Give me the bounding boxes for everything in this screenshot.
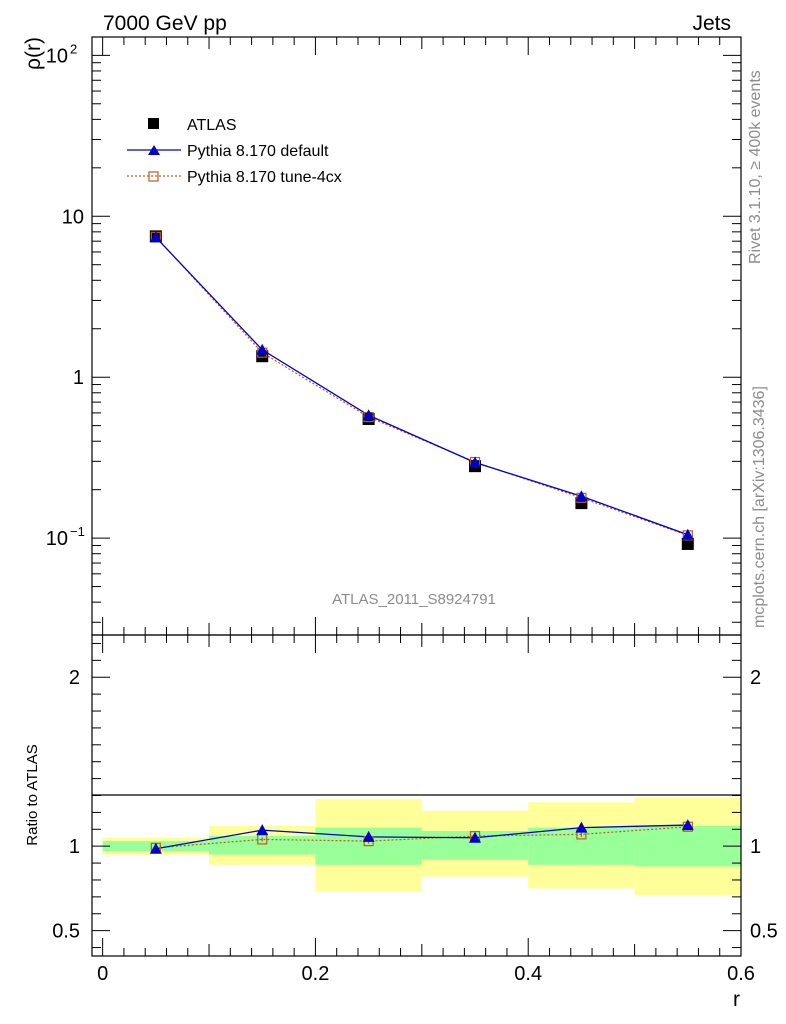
x-tick-label: 0.4 — [514, 963, 542, 985]
main-series — [149, 230, 694, 550]
default-point — [256, 343, 269, 355]
main-y-tick-exponent: 2 — [70, 41, 77, 56]
side-rivet: Rivet 3.1.10, ≥ 400k events — [747, 70, 764, 264]
ratio-series — [149, 819, 694, 854]
atlas-point — [681, 537, 694, 550]
default-point — [362, 409, 375, 421]
side-mcplots: mcplots.cern.ch [arXiv:1306.3436] — [751, 386, 768, 628]
ratio-tune-line — [155, 826, 688, 849]
ratio-default-point — [256, 824, 269, 836]
ratio-default-point — [575, 821, 588, 833]
ratio-default-point — [149, 842, 162, 854]
ratio-y-tick-labels: 2 2 1 1 0.5 0.5 — [52, 667, 778, 942]
main-axis-ticks — [92, 37, 742, 635]
legend-atlas-marker — [148, 118, 159, 129]
x-tick-label: 0.2 — [302, 963, 330, 985]
ratio-default-point — [362, 830, 375, 842]
ratio-inner-band — [209, 836, 316, 855]
header-left: 7000 GeV pp — [103, 12, 227, 35]
ratio-default-line — [155, 824, 688, 850]
default-point — [469, 456, 482, 468]
legend: ATLAS Pythia 8.170 default Pythia 8.170 … — [127, 117, 342, 186]
ratio-default-point — [681, 819, 694, 831]
ratio-y-tick-label-left: 1 — [69, 836, 80, 858]
legend-tune-label: Pythia 8.170 tune-4cx — [187, 169, 342, 186]
x-tick-label: 0 — [97, 963, 108, 985]
ratio-bands — [102, 797, 741, 896]
default-point — [575, 490, 588, 502]
ratio-x-tick-labels: 0 0.2 0.4 0.6 — [97, 963, 755, 985]
x-tick-label: 0.6 — [727, 963, 755, 985]
default-line — [155, 236, 689, 536]
ratio-y-tick-label-left: 2 — [69, 667, 80, 689]
ratio-axis-ticks — [92, 635, 742, 956]
tune-line — [155, 236, 689, 536]
ratio-y-axis-title: Ratio to ATLAS — [24, 744, 41, 845]
main-y-tick-exponent: −1 — [70, 524, 85, 539]
legend-atlas-label: ATLAS — [187, 117, 237, 134]
ratio-y-tick-label-right: 0.5 — [750, 921, 778, 943]
ratio-default-point — [469, 831, 482, 843]
watermark: ATLAS_2011_S8924791 — [332, 591, 496, 608]
default-point — [149, 231, 162, 243]
legend-default-marker — [148, 145, 160, 155]
main-y-axis-title: ρ(r) — [22, 37, 45, 70]
main-y-tick-label: 10 — [62, 206, 84, 228]
main-y-tick-label: 10 — [46, 45, 68, 67]
x-axis-title: r — [733, 988, 740, 1011]
ratio-y-tick-label-left: 0.5 — [52, 921, 80, 943]
legend-default-label: Pythia 8.170 default — [187, 143, 329, 160]
default-point — [681, 528, 694, 540]
main-y-tick-label: 10 — [46, 528, 68, 550]
ratio-y-tick-label-right: 1 — [750, 836, 761, 858]
legend-tune-marker — [148, 171, 159, 182]
ratio-panel: 2 2 1 1 0.5 0.5 0 0.2 0.4 0.6 Ratio to ATLAS r — [24, 634, 778, 1011]
ratio-y-tick-label-right: 2 — [750, 667, 761, 689]
header-right: Jets — [692, 12, 731, 35]
main-y-tick-label: 1 — [73, 367, 84, 389]
